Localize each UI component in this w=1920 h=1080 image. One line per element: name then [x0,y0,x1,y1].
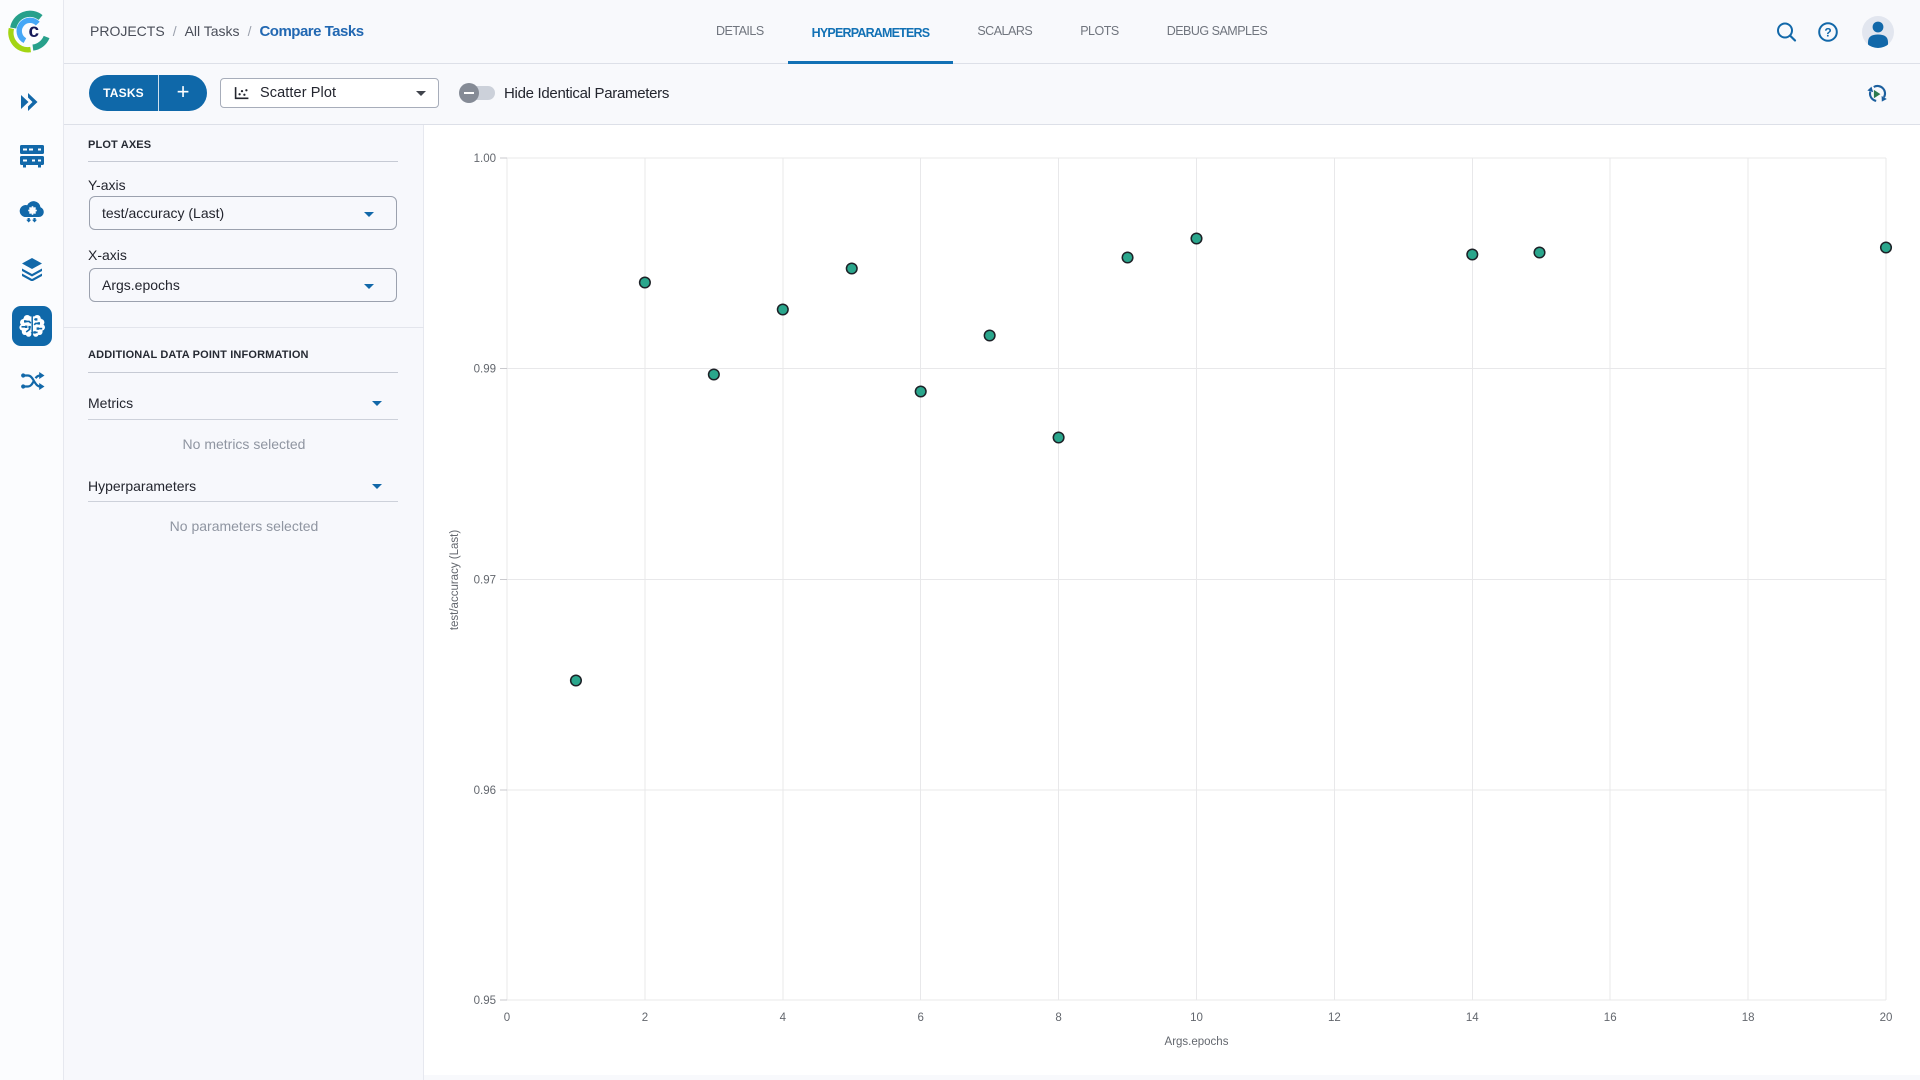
svg-text:2: 2 [642,1012,648,1024]
svg-text:?: ? [1824,26,1831,40]
svg-text:18: 18 [1742,1012,1755,1024]
svg-text:6: 6 [917,1012,923,1024]
svg-text:test/accuracy (Last): test/accuracy (Last) [449,530,461,631]
svg-text:c: c [29,21,40,42]
svg-text:16: 16 [1604,1012,1617,1024]
svg-text:8: 8 [1055,1012,1061,1024]
svg-text:0.97: 0.97 [474,575,496,587]
svg-text:Args.epochs: Args.epochs [1165,1036,1229,1048]
svg-text:12: 12 [1328,1012,1341,1024]
svg-text:0.96: 0.96 [474,785,496,797]
svg-text:1.00: 1.00 [474,153,496,165]
svg-text:14: 14 [1466,1012,1479,1024]
svg-text:0: 0 [504,1012,510,1024]
svg-text:0.99: 0.99 [474,364,496,376]
svg-text:20: 20 [1880,1012,1893,1024]
svg-text:4: 4 [780,1012,787,1024]
svg-text:10: 10 [1190,1012,1203,1024]
svg-text:0.95: 0.95 [474,995,496,1007]
